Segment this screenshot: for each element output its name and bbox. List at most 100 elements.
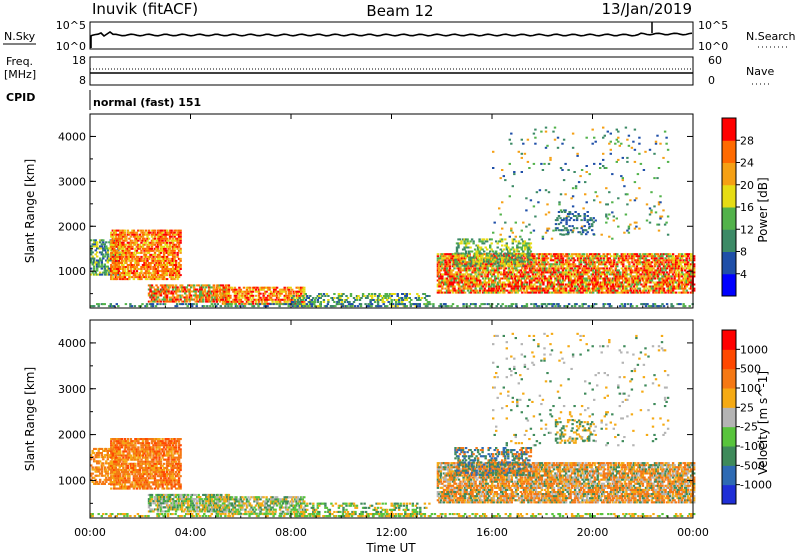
rti-cell [471,286,473,288]
rti-cell [176,254,178,256]
rti-cell [526,282,528,284]
rti-cell [208,289,210,291]
rti-cell [559,278,561,280]
rti-cell [152,256,154,258]
rti-cell [578,267,580,269]
rti-cell [98,262,100,264]
rti-cell [388,295,390,297]
rti-cell [519,242,521,244]
rti-cell [216,291,218,293]
rti-cell [151,246,153,248]
rti-cell [580,265,582,267]
rti-cell [234,287,236,289]
rti-cell [516,261,518,263]
rti-cell [348,301,350,303]
rti-cell [523,278,525,280]
rti-cell [478,251,480,253]
rti-cell [562,257,564,259]
rti-cell [229,297,231,299]
rti-cell [488,263,490,265]
rti-cell [179,264,181,266]
rti-cell [296,297,298,299]
rti-cell [472,263,474,265]
rti-cell [133,264,135,266]
rti-cell [483,251,485,253]
rti-cell [163,254,165,256]
rti-cell [388,301,390,303]
rti-cell [672,273,674,275]
rti-cell [651,253,653,255]
rti-cell [486,249,488,251]
rti-cell [116,258,118,260]
rti-cell [256,287,258,289]
rti-cell [666,280,668,282]
rti-cell [154,244,156,246]
rti-cell [99,241,101,243]
rti-cell [125,254,127,256]
rti-cell [418,295,420,297]
rti-cell [504,253,506,255]
rti-cell [565,290,567,292]
rti-cell [604,280,606,282]
rti-cell [533,267,535,269]
nave-label: Nave [746,65,774,78]
rti-cell [211,303,213,305]
rti-cell [613,271,615,273]
rti-cell [469,247,471,249]
rti-cell [154,258,156,260]
rti-cell [521,255,523,257]
rti-cell [598,253,600,255]
rti-cell [640,284,642,286]
rti-cell [146,260,148,262]
rti-cell [572,275,574,277]
rti-cell [220,289,222,291]
rti-cell [547,261,549,263]
rti-cell [588,271,590,273]
rti-cell [172,276,174,278]
rti-cell [610,259,612,261]
rti-cell [196,303,198,305]
rti-cell [489,247,491,249]
rti-cell [622,284,624,286]
rti-cell [136,272,138,274]
rti-cell [125,244,127,246]
rti-cell [459,238,461,240]
rti-cell [118,260,120,262]
rti-cell [347,297,349,299]
rti-cell [492,265,494,267]
rti-cell [628,278,630,280]
rti-cell [478,259,480,261]
rti-cell [571,255,573,257]
rti-cell [501,238,503,240]
rti-cell [488,265,490,267]
rti-cell [121,262,123,264]
rti-cell [569,271,571,273]
rti-cell [178,246,180,248]
rti-cell [592,259,594,261]
rti-cell [488,259,490,261]
rti-cell [241,303,243,305]
rti-cell [454,259,456,261]
rti-cell [186,297,188,299]
rti-cell [528,253,530,255]
rti-cell [196,299,198,301]
rti-cell [193,303,195,305]
rti-cell [639,282,641,284]
rti-cell [377,303,379,305]
rti-cell [139,234,141,236]
rti-cell [291,297,293,299]
rti-cell [146,236,148,238]
rti-cell [526,267,528,269]
rti-cell [637,284,639,286]
rti-cell [167,258,169,260]
rti-cell [223,291,225,293]
rti-cell [473,275,475,277]
rti-cell [589,290,591,292]
rti-cell [160,244,162,246]
rti-cell [127,266,129,268]
rti-cell [441,275,443,277]
rti-cell [175,244,177,246]
rti-cell [252,289,254,291]
rti-cell [101,262,103,264]
rti-cell [216,301,218,303]
